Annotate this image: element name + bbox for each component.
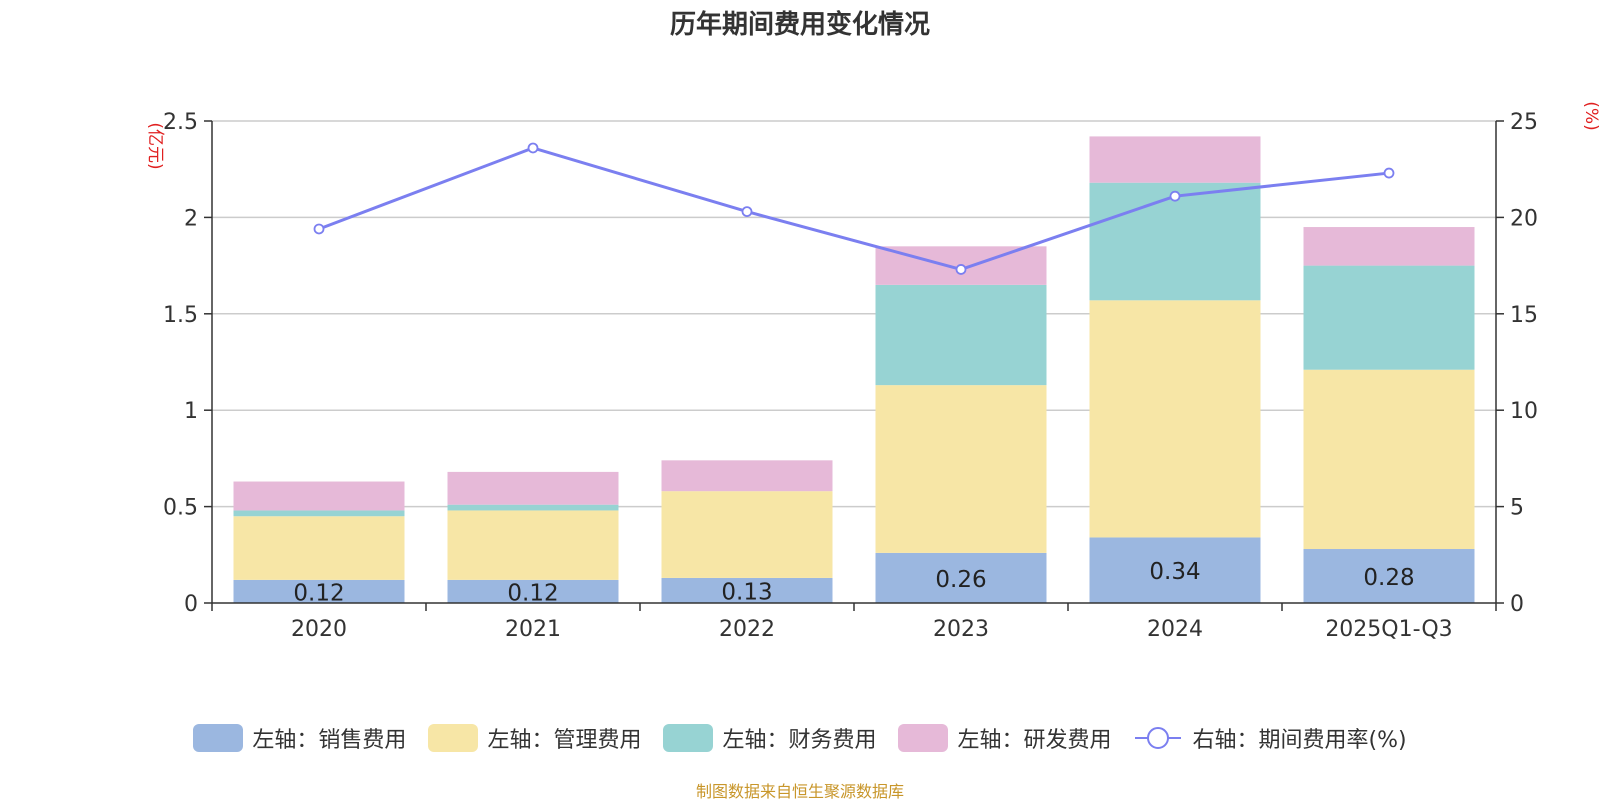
bar-segment-rd[interactable] xyxy=(661,460,833,492)
rate-line-path xyxy=(318,146,1390,272)
data-labels: 0.12 0.12 0.13 0.26 0.34 0.28 xyxy=(293,559,1414,606)
chart-title: 历年期间费用变化情况 xyxy=(669,10,930,40)
bar-segment-sales[interactable] xyxy=(233,579,405,603)
chart-canvas: 0 0.5 1 1.5 2 2.5 0 5 10 15 20 25 2020 2021 2022 2023 20… xyxy=(145,101,1600,642)
data-source-note: 制图数据来自恒生聚源数据库 xyxy=(695,782,904,801)
bar-stacks xyxy=(233,136,1475,603)
right-axis-tick-label: 15 xyxy=(1510,303,1538,328)
legend-item-admin[interactable]: 左轴：管理费用 xyxy=(428,722,641,754)
legend-label-sales: 左轴：销售费用 xyxy=(252,728,407,753)
bar-segment-rd[interactable] xyxy=(447,471,619,505)
x-axis-tick-label: 2023 xyxy=(933,617,989,642)
legend-swatch-finance xyxy=(663,724,714,752)
x-axis-tick-label: 2020 xyxy=(291,617,347,642)
rate-point[interactable] xyxy=(1383,167,1395,179)
bar-segment-sales[interactable] xyxy=(1303,549,1475,603)
bar-segment-sales[interactable] xyxy=(875,552,1047,603)
data-label-sales: 0.12 xyxy=(293,580,344,606)
right-axis-tick-label: 5 xyxy=(1510,496,1524,521)
left-axis-tick-label: 2 xyxy=(184,206,198,231)
left-axis-tick-label: 0 xyxy=(184,592,198,617)
rate-point[interactable] xyxy=(1169,190,1181,202)
bar-segment-finance[interactable] xyxy=(1089,182,1261,301)
x-axis-tick-label: 2024 xyxy=(1147,617,1203,642)
data-label-sales: 0.13 xyxy=(721,579,772,605)
left-axis-tick-label: 2.5 xyxy=(163,110,198,135)
left-axis-tick-label: 1.5 xyxy=(163,303,198,328)
legend-label-admin: 左轴：管理费用 xyxy=(487,728,642,753)
right-axis-tick-label: 0 xyxy=(1510,592,1524,617)
left-axis-label: (亿元) xyxy=(145,122,165,169)
rate-line xyxy=(313,142,1395,275)
data-label-sales: 0.26 xyxy=(935,567,986,593)
legend-swatch-rd xyxy=(898,724,949,752)
bar-segment-admin[interactable] xyxy=(661,491,833,578)
grid-lines xyxy=(212,120,1496,508)
bar-segment-sales[interactable] xyxy=(661,577,833,603)
bar-segment-finance[interactable] xyxy=(875,284,1047,386)
bar-segment-rd[interactable] xyxy=(1303,227,1475,266)
bar-segment-admin[interactable] xyxy=(1089,300,1261,538)
bar-segment-finance[interactable] xyxy=(447,504,619,511)
bar-segment-admin[interactable] xyxy=(447,510,619,580)
axes: 0 0.5 1 1.5 2 2.5 0 5 10 15 20 25 2020 2021 2022 2023 20… xyxy=(163,110,1538,642)
bar-segment-admin[interactable] xyxy=(233,516,405,580)
legend-item-finance[interactable]: 左轴：财务费用 xyxy=(663,722,876,754)
legend-label-rd: 左轴：研发费用 xyxy=(957,728,1112,753)
bar-segment-finance[interactable] xyxy=(1303,265,1475,370)
data-label-sales: 0.12 xyxy=(507,580,558,606)
bar-segment-sales[interactable] xyxy=(1089,537,1261,603)
legend-swatch-admin xyxy=(428,724,479,752)
rate-point[interactable] xyxy=(527,142,539,154)
x-axis-tick-label: 2025Q1-Q3 xyxy=(1325,617,1452,642)
x-axis-tick-label: 2022 xyxy=(719,617,775,642)
bar-segment-finance[interactable] xyxy=(233,510,405,517)
rate-point[interactable] xyxy=(313,223,325,235)
right-axis-label: (%) xyxy=(1581,101,1600,130)
right-axis-tick-label: 10 xyxy=(1510,399,1538,424)
bar-segment-rd[interactable] xyxy=(1089,136,1261,183)
left-axis-tick-label: 1 xyxy=(184,399,198,424)
rate-point[interactable] xyxy=(955,264,967,275)
legend-label-finance: 左轴：财务费用 xyxy=(722,728,877,753)
legend-line-circle-icon xyxy=(1135,727,1182,749)
x-axis-tick-label: 2021 xyxy=(505,617,561,642)
legend-item-rd[interactable]: 左轴：研发费用 xyxy=(898,722,1111,754)
rate-point[interactable] xyxy=(741,206,753,218)
bar-segment-sales[interactable] xyxy=(447,579,619,603)
legend-swatch-sales xyxy=(193,724,244,752)
legend-item-rate[interactable]: 右轴：期间费用率(%) xyxy=(1133,722,1407,754)
data-label-sales: 0.28 xyxy=(1363,565,1414,591)
bar-segment-rd[interactable] xyxy=(233,481,405,511)
data-label-sales: 0.34 xyxy=(1149,559,1200,585)
bar-segment-admin[interactable] xyxy=(1303,369,1475,550)
legend-item-sales[interactable]: 左轴：销售费用 xyxy=(193,722,406,754)
left-axis-tick-label: 0.5 xyxy=(163,496,198,521)
right-axis-tick-label: 25 xyxy=(1510,110,1538,135)
right-axis-tick-label: 20 xyxy=(1510,206,1538,231)
legend: 左轴：销售费用 左轴：管理费用 左轴：财务费用 左轴：研发费用 右轴：期间费用率… xyxy=(0,720,1600,756)
bar-segment-admin[interactable] xyxy=(875,385,1047,553)
legend-label-rate: 右轴：期间费用率(%) xyxy=(1192,728,1407,753)
